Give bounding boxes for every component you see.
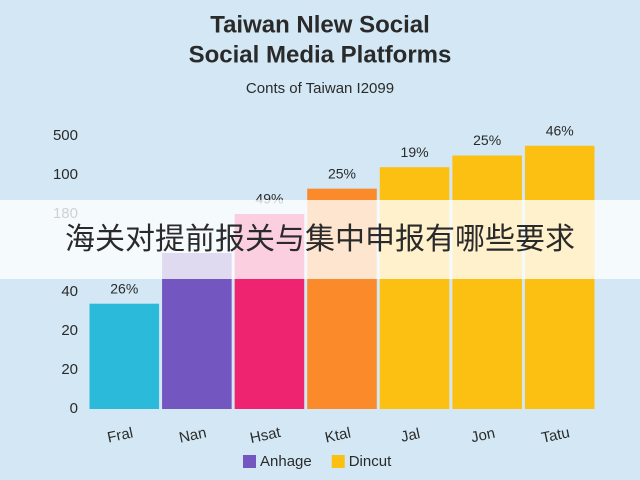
chart-title: Taiwan Nlew Social bbox=[210, 11, 430, 38]
bar bbox=[89, 303, 160, 409]
legend-swatch bbox=[331, 455, 345, 468]
x-tick-label: Tatu bbox=[540, 424, 571, 447]
x-tick-label: Ktal bbox=[323, 424, 352, 446]
bar-annotation: 19% bbox=[401, 144, 429, 160]
overlay-banner bbox=[0, 200, 640, 279]
y-tick-label: 20 bbox=[61, 361, 78, 378]
x-tick-label: Nan bbox=[178, 424, 208, 446]
x-tick-label: Jon bbox=[469, 425, 496, 447]
bar-annotation: 25% bbox=[328, 165, 356, 181]
bar-annotation: 46% bbox=[546, 122, 574, 138]
bar-annotation: 25% bbox=[473, 132, 501, 148]
chart-title: Social Media Platforms bbox=[189, 41, 452, 68]
bar-annotation: 26% bbox=[110, 280, 138, 296]
y-tick-label: 20 bbox=[61, 322, 78, 339]
legend-label: Anhage bbox=[260, 453, 312, 470]
y-tick-label: 100 bbox=[53, 166, 78, 183]
x-tick-label: Fral bbox=[106, 424, 135, 446]
x-tick-label: Hsat bbox=[248, 424, 283, 447]
y-tick-label: 0 bbox=[70, 400, 78, 417]
overlay-text: 海关对提前报关与集中申报有哪些要求 bbox=[65, 223, 575, 256]
legend-swatch bbox=[243, 455, 256, 468]
legend-label: Dincut bbox=[349, 453, 392, 470]
chart-subtitle: Conts of Taiwan I2099 bbox=[246, 80, 394, 97]
y-tick-label: 500 bbox=[53, 127, 78, 144]
bar bbox=[452, 155, 522, 409]
y-tick-label: 40 bbox=[61, 283, 78, 300]
x-tick-label: Jal bbox=[399, 425, 421, 446]
